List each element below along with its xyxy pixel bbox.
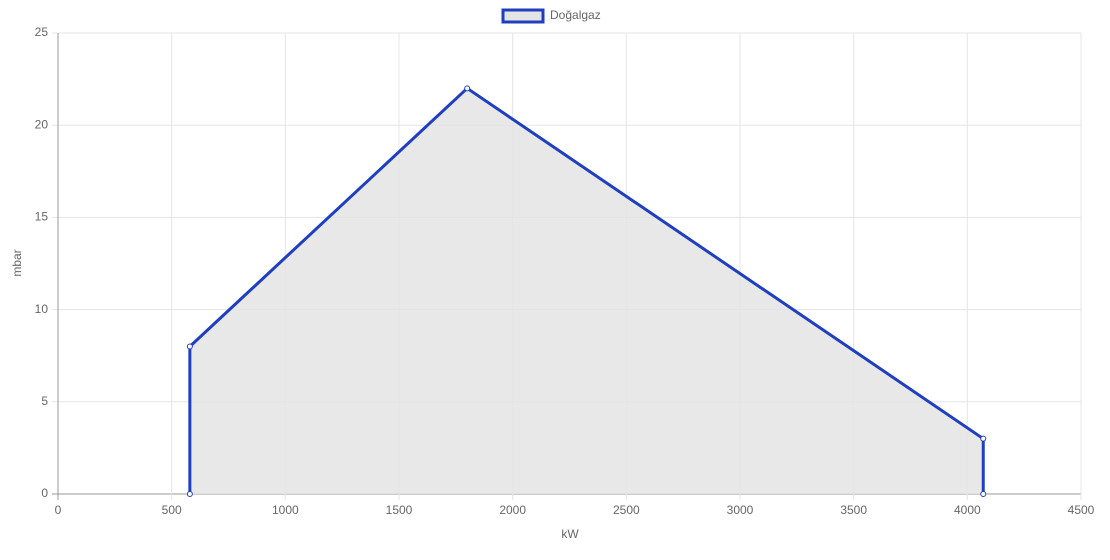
- y-tick-label: 10: [35, 302, 49, 316]
- y-tick-label: 5: [41, 394, 48, 408]
- x-axis-label: kW: [561, 527, 579, 541]
- y-tick-label: 0: [41, 486, 48, 500]
- y-tick-label: 25: [35, 25, 49, 39]
- point: [186, 491, 193, 497]
- x-tick-label: 3500: [840, 503, 867, 517]
- point: [980, 491, 987, 497]
- x-tick-label: 500: [162, 503, 182, 517]
- x-tick-label: 1500: [386, 503, 413, 517]
- x-tick-label: 4000: [954, 503, 981, 517]
- x-tick-label: 1000: [272, 503, 299, 517]
- x-tick-label: 2500: [613, 503, 640, 517]
- x-tick-label: 0: [55, 503, 62, 517]
- point: [980, 435, 987, 442]
- x-tick-label: 4500: [1068, 503, 1095, 517]
- x-tick-label: 3000: [727, 503, 754, 517]
- y-tick-label: 15: [35, 210, 49, 224]
- x-tick-label: 2000: [499, 503, 526, 517]
- legend-label: Doğalgaz: [550, 8, 601, 22]
- series-area: [189, 88, 984, 494]
- legend-swatch: [501, 8, 545, 24]
- y-tick-label: 20: [35, 117, 49, 131]
- y-axis-label: mbar: [10, 249, 24, 276]
- point: [186, 343, 193, 350]
- point: [464, 85, 471, 92]
